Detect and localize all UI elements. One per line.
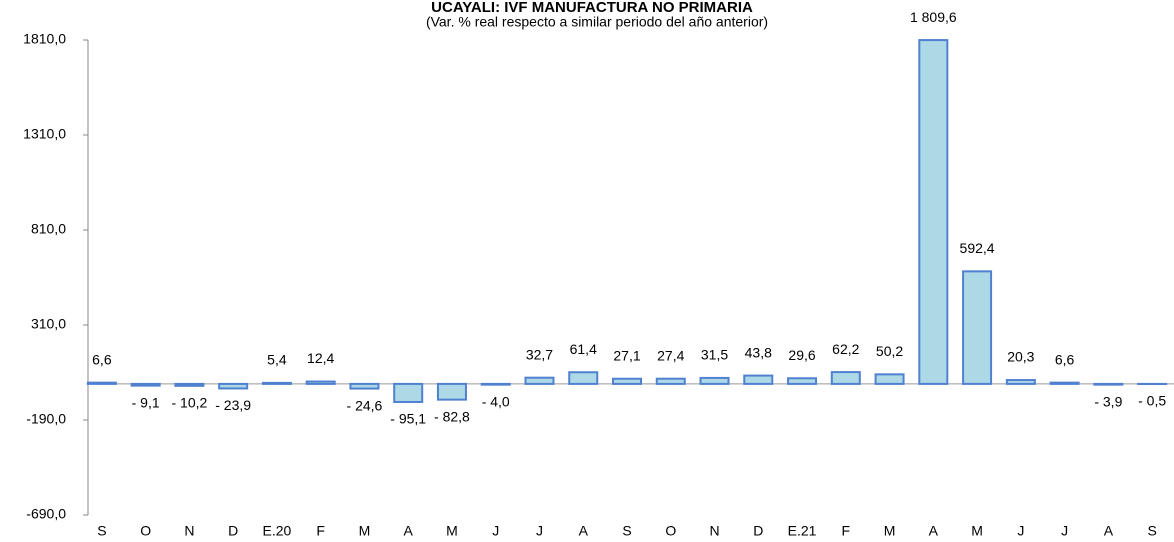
value-label: - 82,8 (434, 408, 470, 424)
x-tick-label: N (709, 523, 719, 539)
y-tick-label: -190,0 (26, 411, 66, 427)
x-tick-label: N (184, 523, 194, 539)
value-label: 5,4 (267, 352, 287, 368)
value-label: 6,6 (1055, 351, 1075, 367)
x-tick-label: M (359, 523, 371, 539)
x-tick-label: A (929, 523, 939, 539)
x-tick-label: D (228, 523, 238, 539)
value-label: 20,3 (1007, 349, 1034, 365)
x-tick-label: M (446, 523, 458, 539)
chart-title: UCAYALI: IVF MANUFACTURA NO PRIMARIA (431, 0, 753, 16)
bar (1049, 381, 1080, 385)
x-tick-label: S (622, 523, 631, 539)
x-tick-label: M (971, 523, 983, 539)
x-tick-label: F (842, 523, 851, 539)
value-label: 61,4 (570, 341, 597, 357)
bar (86, 381, 117, 385)
value-label: - 23,9 (215, 397, 251, 413)
y-tick-label: 1310,0 (23, 126, 66, 142)
x-tick-label: A (579, 523, 589, 539)
x-tick-label: J (1017, 523, 1024, 539)
value-label: 592,4 (960, 240, 995, 256)
value-label: 29,6 (788, 347, 815, 363)
bar (962, 270, 993, 385)
value-label: - 4,0 (482, 393, 510, 409)
y-tick-label: -690,0 (26, 506, 66, 522)
x-tick-label: M (884, 523, 896, 539)
x-tick-label: J (492, 523, 499, 539)
y-tick-label: 1810,0 (23, 31, 66, 47)
value-label: 27,1 (613, 347, 640, 363)
bar (524, 376, 555, 385)
x-tick-label: J (536, 523, 543, 539)
x-tick-label: O (665, 523, 676, 539)
bar (830, 371, 861, 385)
value-label: 50,2 (876, 343, 903, 359)
bar (218, 382, 249, 390)
bar (436, 382, 467, 401)
value-label: 31,5 (701, 347, 728, 363)
bar (699, 376, 730, 385)
value-label: - 3,9 (1094, 393, 1122, 409)
bar (174, 382, 205, 387)
bar (1093, 382, 1124, 386)
chart-subtitle: (Var. % real respecto a similar periodo … (426, 14, 768, 30)
bar (655, 377, 686, 385)
y-tick-label: 810,0 (31, 221, 66, 237)
bar (349, 382, 380, 390)
bar (261, 381, 292, 385)
bar (611, 377, 643, 385)
value-label: - 95,1 (390, 411, 426, 427)
value-label: 62,2 (832, 341, 859, 357)
value-label: 6,6 (92, 351, 112, 367)
bar (1005, 379, 1036, 385)
x-tick-label: E.20 (263, 523, 292, 539)
x-tick-label: A (1104, 523, 1114, 539)
x-tick-label: O (140, 523, 151, 539)
x-tick-label: A (404, 523, 414, 539)
bar (480, 382, 511, 386)
bar (130, 382, 161, 387)
bar (568, 371, 599, 385)
value-label: 12,4 (307, 350, 334, 366)
value-label: 1 809,6 (910, 9, 957, 25)
x-tick-label: S (1147, 523, 1156, 539)
x-tick-label: D (753, 523, 763, 539)
bar (787, 377, 818, 385)
value-label: - 10,2 (171, 395, 207, 411)
x-tick-label: J (1061, 523, 1068, 539)
value-label: 32,7 (526, 346, 553, 362)
x-tick-label: E.21 (788, 523, 817, 539)
bar (918, 39, 949, 385)
y-tick-label: 310,0 (31, 316, 66, 332)
value-label: - 9,1 (132, 394, 160, 410)
bar (874, 373, 905, 385)
bar (393, 382, 424, 403)
bar (305, 380, 336, 385)
bar (743, 374, 774, 385)
x-tick-label: S (97, 523, 106, 539)
value-label: - 0,5 (1138, 393, 1166, 409)
value-label: 27,4 (657, 347, 684, 363)
value-label: - 24,6 (347, 397, 383, 413)
x-tick-label: F (316, 523, 325, 539)
value-label: 43,8 (745, 344, 772, 360)
